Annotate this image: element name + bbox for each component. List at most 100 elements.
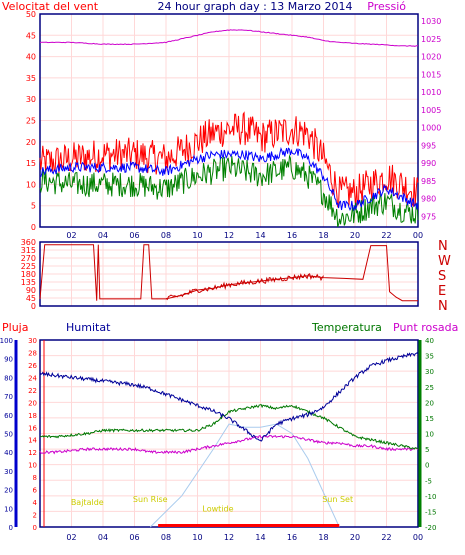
temp-tick-label: 5 bbox=[425, 446, 429, 454]
humidity-temperature-panel: 0102030405060708090100024681012141618202… bbox=[0, 337, 436, 542]
y-tick-label: 135 bbox=[21, 278, 36, 287]
direction-label-n: N bbox=[438, 239, 448, 254]
rain-tick-label: 24 bbox=[28, 374, 37, 382]
humidity-tick-label: 40 bbox=[4, 449, 13, 457]
rain-tick-label: 22 bbox=[28, 387, 37, 395]
humidity-tick-label: 80 bbox=[4, 374, 13, 382]
rain-tick-label: 26 bbox=[28, 362, 37, 370]
y2-tick-label: 1030 bbox=[421, 17, 441, 26]
sun-event-label: Bajtalde bbox=[71, 498, 104, 507]
y2-tick-label: 1005 bbox=[421, 106, 441, 115]
plot-frame bbox=[39, 241, 419, 307]
temp-tick-label: 20 bbox=[425, 399, 434, 407]
y2-tick-label: 980 bbox=[421, 195, 436, 204]
series-dewpoint bbox=[39, 434, 419, 455]
series-direction-detail bbox=[165, 273, 324, 301]
x-tick-label: 02 bbox=[66, 231, 76, 240]
series-direction bbox=[39, 244, 418, 302]
rain-tick-label: 6 bbox=[33, 487, 38, 495]
plot-frame bbox=[39, 13, 419, 228]
rain-tick-label: 28 bbox=[28, 349, 37, 357]
series-humidity bbox=[39, 351, 419, 442]
rain-tick-label: 8 bbox=[33, 474, 37, 482]
temp-tick-label: 40 bbox=[425, 337, 434, 345]
temp-tick-label: 30 bbox=[425, 368, 434, 376]
y-tick-label: 10 bbox=[26, 180, 36, 189]
temperature-label: Temperatura bbox=[311, 321, 382, 334]
temp-tick-label: 0 bbox=[425, 462, 429, 470]
wind-title: Velocitat del vent bbox=[2, 0, 99, 13]
x-tick-label: 04 bbox=[98, 231, 108, 240]
x-tick-label: 20 bbox=[350, 533, 360, 542]
x-tick-label: 12 bbox=[224, 231, 234, 240]
x-tick-label: 18 bbox=[318, 231, 328, 240]
humidity-tick-label: 100 bbox=[0, 337, 13, 345]
x-tick-label: 02 bbox=[66, 533, 76, 542]
x-tick-label: 10 bbox=[192, 533, 202, 542]
x-tick-label: 08 bbox=[161, 533, 171, 542]
x-tick-label: 22 bbox=[381, 533, 391, 542]
humidity-label: Humitat bbox=[66, 321, 111, 334]
x-tick-label: 00 bbox=[413, 231, 423, 240]
y-tick-label: 225 bbox=[21, 262, 36, 271]
y-tick-label: 0 bbox=[31, 302, 36, 311]
temp-tick-label: -20 bbox=[425, 524, 436, 532]
y-tick-label: 45 bbox=[26, 294, 36, 303]
sun-event-label: Sun Rise bbox=[133, 495, 168, 504]
graph-title: 24 hour graph day : 13 Marzo 2014 bbox=[157, 0, 352, 13]
temp-tick-label: 25 bbox=[425, 384, 434, 392]
rain-tick-label: 4 bbox=[33, 499, 38, 507]
y2-tick-label: 985 bbox=[421, 177, 436, 186]
y-tick-label: 50 bbox=[26, 10, 36, 19]
y-tick-label: 40 bbox=[26, 53, 36, 62]
y-tick-label: 30 bbox=[26, 95, 36, 104]
series-gust bbox=[39, 111, 419, 209]
x-tick-label: 04 bbox=[98, 533, 108, 542]
rain-tick-label: 20 bbox=[28, 399, 37, 407]
y2-tick-label: 990 bbox=[421, 159, 436, 168]
humidity-tick-label: 20 bbox=[4, 487, 13, 495]
temp-tick-label: -15 bbox=[425, 508, 436, 516]
y2-tick-label: 1015 bbox=[421, 70, 441, 79]
rain-tick-label: 2 bbox=[33, 512, 37, 520]
y2-tick-label: 995 bbox=[421, 141, 436, 150]
series-wind_min bbox=[39, 154, 419, 228]
y2-tick-label: 1025 bbox=[421, 35, 441, 44]
x-tick-label: 14 bbox=[255, 533, 265, 542]
x-tick-label: 10 bbox=[192, 231, 202, 240]
rain-tick-label: 18 bbox=[28, 412, 37, 420]
y2-tick-label: 975 bbox=[421, 212, 436, 221]
temp-tick-label: 15 bbox=[425, 415, 434, 423]
x-tick-label: 18 bbox=[318, 533, 328, 542]
x-tick-label: 14 bbox=[255, 231, 265, 240]
direction-label-w: W bbox=[438, 254, 451, 269]
y-tick-label: 360 bbox=[21, 238, 36, 247]
pressure-title: Pressió bbox=[367, 0, 406, 13]
humidity-tick-label: 50 bbox=[4, 431, 13, 439]
temp-tick-label: -5 bbox=[425, 477, 432, 485]
y-tick-label: 5 bbox=[31, 202, 36, 211]
direction-label-e: E bbox=[438, 284, 446, 299]
rain-tick-label: 16 bbox=[28, 424, 37, 432]
humidity-tick-label: 70 bbox=[4, 393, 13, 401]
y-tick-label: 180 bbox=[21, 270, 36, 279]
humidity-tick-label: 60 bbox=[4, 412, 13, 420]
temp-tick-label: 35 bbox=[425, 353, 434, 361]
x-tick-label: 12 bbox=[224, 533, 234, 542]
x-tick-label: 06 bbox=[129, 231, 139, 240]
rain-tick-label: 30 bbox=[28, 337, 37, 345]
series-pressure bbox=[39, 29, 418, 47]
x-tick-label: 22 bbox=[381, 231, 391, 240]
x-tick-label: 08 bbox=[161, 231, 171, 240]
sun-event-label: Sun Set bbox=[322, 495, 353, 504]
y-tick-label: 35 bbox=[26, 74, 36, 83]
y2-tick-label: 1010 bbox=[421, 88, 441, 97]
direction-label-s: S bbox=[438, 269, 446, 284]
rain-tick-label: 12 bbox=[28, 449, 37, 457]
rain-label: Pluja bbox=[2, 321, 28, 334]
dewpoint-label: Punt rosada bbox=[393, 321, 458, 334]
